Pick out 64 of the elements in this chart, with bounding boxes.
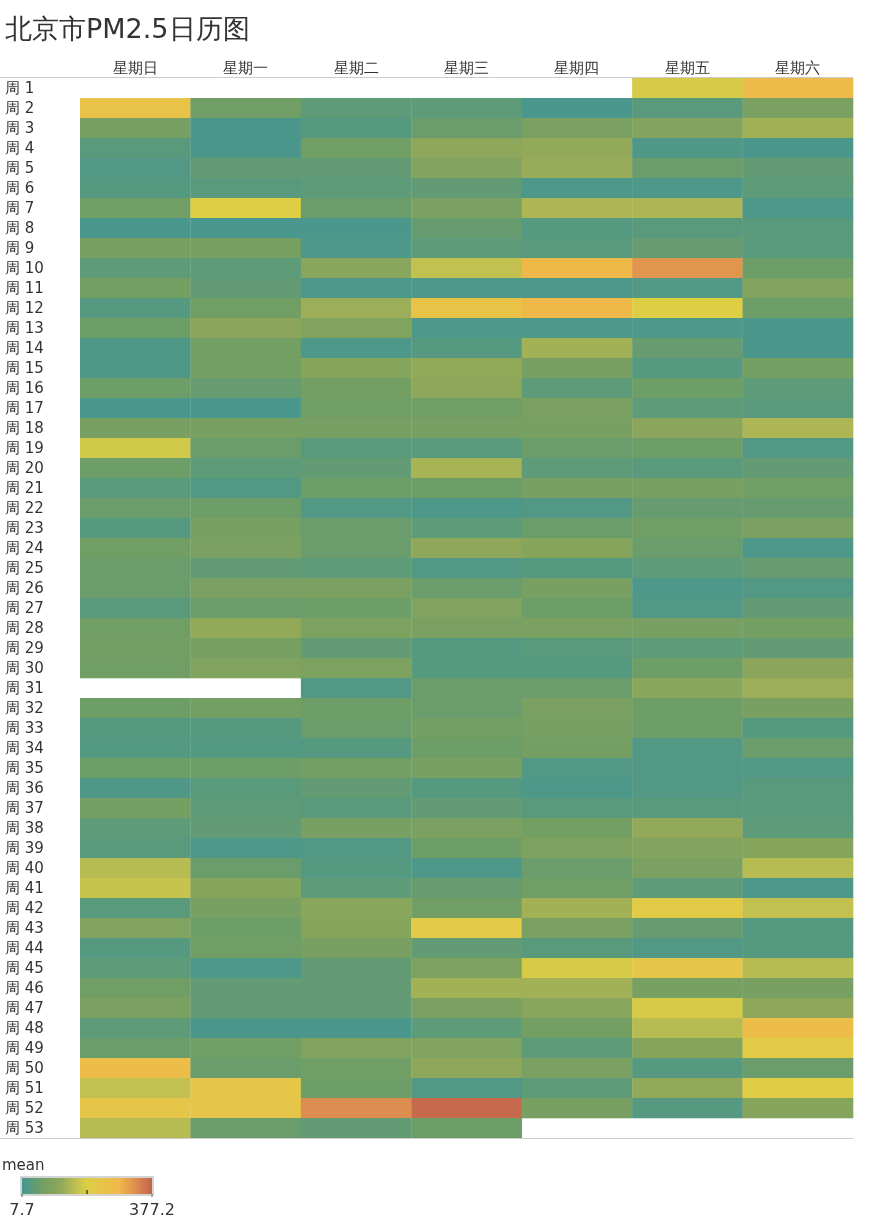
y-tick-label: 周 23	[5, 519, 44, 537]
y-tick-label: 周 36	[5, 779, 44, 797]
y-tick-label: 周 19	[5, 439, 44, 457]
y-tick-label: 周 31	[5, 679, 44, 697]
y-tick-label: 周 46	[5, 979, 44, 997]
y-tick-label: 周 52	[5, 1099, 44, 1117]
x-tick-label: 星期三	[444, 59, 489, 77]
color-bar-label: 7.7	[9, 1200, 35, 1219]
y-tick-label: 周 44	[5, 939, 44, 957]
x-tick-label: 星期五	[664, 59, 710, 77]
y-tick-label: 周 22	[5, 499, 44, 517]
y-tick-label: 周 6	[5, 179, 35, 197]
y-tick-label: 周 7	[5, 199, 35, 217]
y-tick-label: 周 53	[5, 1119, 44, 1137]
y-tick-label: 周 25	[5, 559, 44, 577]
y-tick-label: 周 18	[5, 419, 44, 437]
y-tick-label: 周 17	[5, 399, 44, 417]
x-tick-label: 星期日	[112, 59, 158, 77]
y-tick-label: 周 42	[5, 899, 44, 917]
y-tick-label: 周 3	[5, 119, 35, 137]
y-tick-label: 周 8	[5, 219, 35, 237]
y-tick-label: 周 35	[5, 759, 44, 777]
y-tick-label: 周 37	[5, 799, 44, 817]
y-tick-label: 周 1	[5, 79, 35, 97]
y-tick-label: 周 14	[5, 339, 44, 357]
y-tick-label: 周 39	[5, 839, 44, 857]
y-tick-label: 周 38	[5, 819, 44, 837]
y-tick-label: 周 30	[5, 659, 44, 677]
y-tick-label: 周 20	[5, 459, 44, 477]
y-tick-label: 周 16	[5, 379, 44, 397]
y-tick-label: 周 47	[5, 999, 44, 1017]
y-tick-label: 周 50	[5, 1059, 44, 1077]
y-tick-label: 周 49	[5, 1039, 44, 1057]
y-tick-label: 周 34	[5, 739, 44, 757]
y-tick-label: 周 27	[5, 599, 44, 617]
y-tick-label: 周 48	[5, 1019, 44, 1037]
y-tick-label: 周 26	[5, 579, 44, 597]
y-tick-label: 周 11	[5, 279, 44, 297]
y-tick-label: 周 21	[5, 479, 44, 497]
y-tick-label: 周 40	[5, 859, 44, 877]
x-tick-label: 星期一	[223, 59, 269, 77]
y-tick-label: 周 13	[5, 319, 44, 337]
y-tick-label: 周 43	[5, 919, 44, 937]
color-bar-title: mean	[2, 1156, 45, 1174]
x-tick-label: 星期六	[775, 59, 821, 77]
y-tick-label: 周 10	[5, 259, 44, 277]
y-tick-label: 周 9	[5, 239, 35, 257]
y-tick-label: 周 29	[5, 639, 44, 657]
y-tick-label: 周 15	[5, 359, 44, 377]
x-tick-label: 星期四	[554, 59, 600, 77]
y-tick-label: 周 2	[5, 99, 35, 117]
y-tick-label: 周 24	[5, 539, 44, 557]
y-tick-label: 周 51	[5, 1079, 44, 1097]
y-tick-label: 周 12	[5, 299, 44, 317]
y-tick-label: 周 41	[5, 879, 44, 897]
chart-title: 北京市PM2.5日历图	[5, 13, 250, 44]
y-tick-label: 周 45	[5, 959, 44, 977]
y-tick-label: 周 4	[5, 139, 35, 157]
x-tick-label: 星期二	[333, 59, 379, 77]
y-tick-label: 周 33	[5, 719, 44, 737]
color-bar-label: 377.2	[129, 1200, 175, 1219]
y-tick-label: 周 32	[5, 699, 44, 717]
y-tick-label: 周 28	[5, 619, 44, 637]
y-tick-label: 周 5	[5, 159, 35, 177]
